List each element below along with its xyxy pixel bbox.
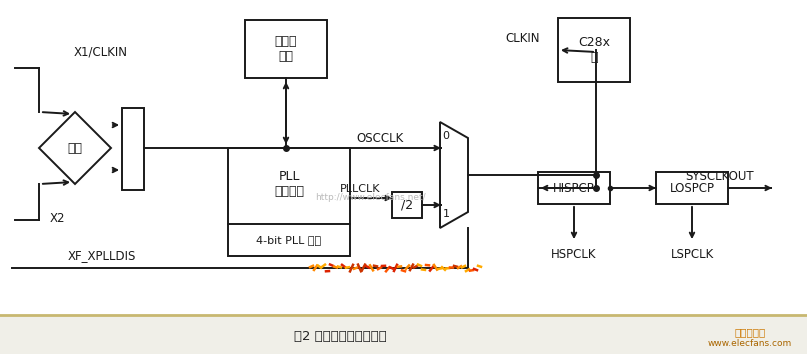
Polygon shape <box>39 112 111 184</box>
Bar <box>558 18 630 82</box>
Bar <box>656 172 728 204</box>
Text: OSCCLK: OSCCLK <box>357 132 404 145</box>
Text: HSPCLK: HSPCLK <box>551 247 596 261</box>
Text: SYSCLKOUT: SYSCLKOUT <box>686 171 755 183</box>
Text: 晶振: 晶振 <box>68 142 82 154</box>
Text: 图2 处理器内部时钟电路: 图2 处理器内部时钟电路 <box>294 331 387 343</box>
Text: 0: 0 <box>442 131 449 141</box>
Bar <box>0 0 807 315</box>
Bar <box>538 172 610 204</box>
Text: 电子发烧友: 电子发烧友 <box>734 327 766 337</box>
Text: 1: 1 <box>442 209 449 219</box>
Text: 看门狗
模块: 看门狗 模块 <box>274 35 297 63</box>
Text: http://www.elecfans.net/: http://www.elecfans.net/ <box>315 194 425 202</box>
Text: www.elecfans.com: www.elecfans.com <box>708 339 792 348</box>
Text: XF_XPLLDIS: XF_XPLLDIS <box>68 250 136 263</box>
Text: HISPCP: HISPCP <box>553 182 595 194</box>
Bar <box>0 315 807 354</box>
Text: X2: X2 <box>50 211 65 224</box>
Bar <box>122 108 144 190</box>
Text: /2: /2 <box>401 199 413 211</box>
Text: X1/CLKIN: X1/CLKIN <box>74 46 128 58</box>
Text: C28x
核: C28x 核 <box>578 36 610 64</box>
Text: LSPCLK: LSPCLK <box>671 247 713 261</box>
Text: CLKIN: CLKIN <box>505 33 540 46</box>
Text: 4-bit PLL 选择: 4-bit PLL 选择 <box>257 235 321 245</box>
Text: PLLCLK: PLLCLK <box>340 184 380 194</box>
Bar <box>245 20 327 78</box>
Bar <box>228 148 350 256</box>
Bar <box>392 192 422 218</box>
Text: LOSPCP: LOSPCP <box>670 182 714 194</box>
Polygon shape <box>440 122 468 228</box>
Text: PLL
时钟模块: PLL 时钟模块 <box>274 170 304 198</box>
